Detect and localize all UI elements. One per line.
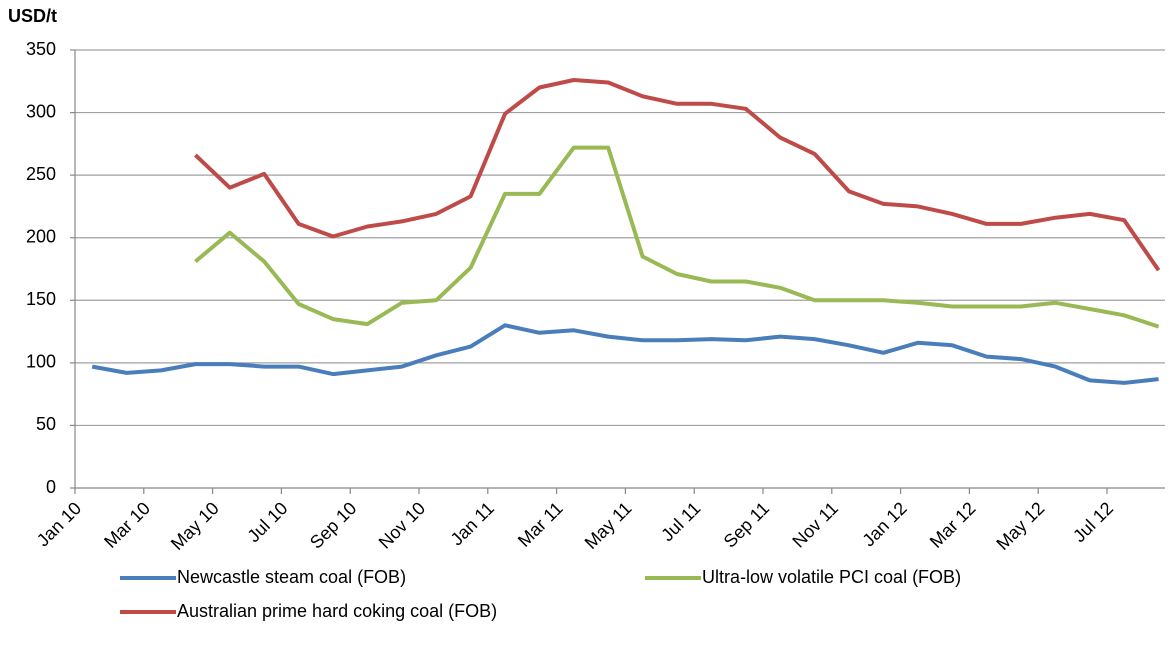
x-tick-label: Jan 11 (447, 498, 498, 549)
x-tick-label: Mar 12 (926, 498, 980, 552)
x-tick-label: Jan 10 (33, 498, 85, 550)
x-tick-label: Mar 10 (100, 498, 154, 552)
y-tick-label: 0 (46, 477, 56, 497)
x-tick-label: Sep 10 (306, 498, 360, 552)
y-axis-label: USD/t (8, 6, 57, 26)
x-tick-label: Nov 10 (375, 498, 429, 552)
series-line (91, 323, 1159, 385)
y-tick-label: 150 (26, 289, 56, 309)
x-tick-label: Jul 10 (243, 498, 291, 546)
y-tick-label: 250 (26, 164, 56, 184)
x-tick-label: May 10 (167, 498, 223, 554)
legend-label: Newcastle steam coal (FOB) (177, 567, 406, 587)
x-tick-label: Mar 11 (514, 498, 567, 551)
y-tick-label: 200 (26, 226, 56, 246)
legend-label: Ultra-low volatile PCI coal (FOB) (702, 567, 961, 587)
x-tick-label: Sep 11 (720, 498, 774, 552)
x-tick-label: Jul 12 (1069, 498, 1117, 546)
x-tick-label: May 12 (993, 498, 1049, 554)
x-tick-label: Nov 11 (788, 498, 842, 552)
y-tick-label: 100 (26, 352, 56, 372)
x-tick-label: Jan 12 (858, 498, 910, 550)
legend-label: Australian prime hard coking coal (FOB) (177, 601, 497, 621)
series-line (194, 78, 1161, 272)
y-tick-label: 300 (26, 101, 56, 121)
x-tick-label: May 11 (581, 498, 636, 553)
series-line (194, 145, 1160, 329)
x-tick-label: Jul 11 (657, 498, 704, 545)
y-tick-label: 350 (26, 39, 56, 59)
y-tick-label: 50 (36, 414, 56, 434)
